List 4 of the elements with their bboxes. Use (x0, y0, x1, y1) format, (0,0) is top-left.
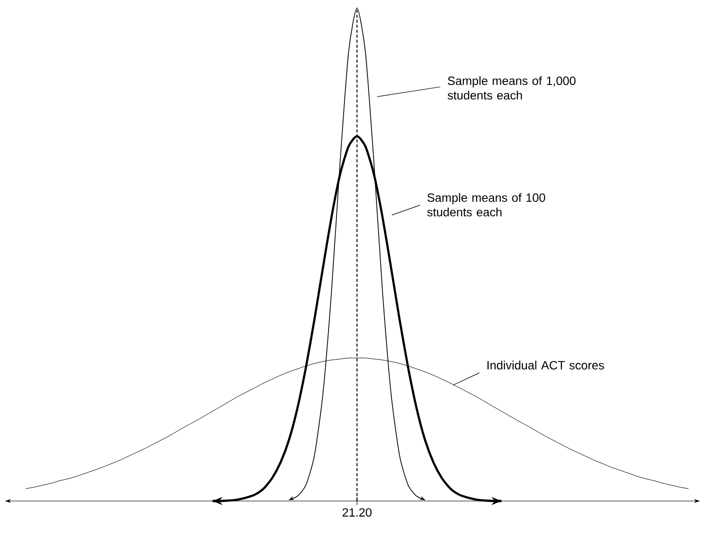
text: Individual ACT scores (488, 360, 604, 370)
text: 21.20 (342, 508, 372, 517)
legend-label: Sample means of 100 students each (427, 193, 546, 216)
text: Sample means of 1,000 students each (448, 76, 576, 100)
